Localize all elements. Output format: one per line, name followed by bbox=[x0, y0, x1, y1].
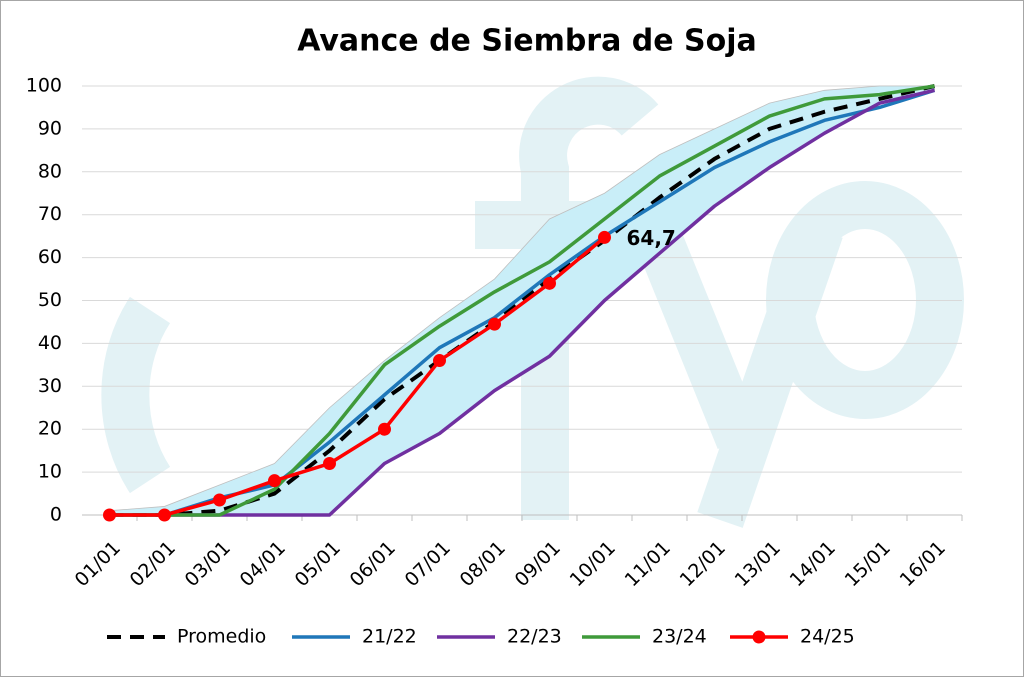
y-tick-label: 50 bbox=[38, 289, 62, 311]
legend-label: 21/22 bbox=[362, 626, 417, 648]
data-point bbox=[103, 508, 116, 522]
data-point bbox=[158, 508, 171, 522]
legend-label: 23/24 bbox=[652, 626, 707, 648]
data-point bbox=[488, 317, 501, 331]
y-tick-label: 80 bbox=[38, 160, 62, 182]
legend-label: Promedio bbox=[177, 626, 266, 648]
data-point bbox=[433, 354, 446, 368]
y-tick-label: 10 bbox=[38, 461, 62, 483]
data-point bbox=[323, 457, 336, 471]
data-point bbox=[213, 493, 226, 507]
y-tick-label: 100 bbox=[26, 75, 62, 97]
y-tick-label: 60 bbox=[38, 246, 62, 268]
data-point bbox=[543, 276, 556, 290]
chart-title: Avance de Siembra de Soja bbox=[297, 24, 757, 59]
y-tick-label: 20 bbox=[38, 418, 62, 440]
y-tick-label: 0 bbox=[50, 504, 62, 526]
data-point bbox=[268, 474, 281, 488]
series-line bbox=[109, 88, 935, 517]
y-tick-label: 90 bbox=[38, 117, 62, 139]
series-line bbox=[109, 236, 606, 517]
data-label: 64,7 bbox=[627, 226, 676, 250]
legend-label: 22/23 bbox=[507, 626, 562, 648]
data-point bbox=[598, 230, 611, 244]
y-tick-label: 70 bbox=[38, 203, 62, 225]
y-tick-label: 40 bbox=[38, 332, 62, 354]
data-point bbox=[378, 422, 391, 436]
series-line bbox=[109, 84, 935, 517]
legend-marker bbox=[752, 630, 766, 644]
y-tick-label: 30 bbox=[38, 375, 62, 397]
legend-label: 24/25 bbox=[800, 626, 855, 648]
